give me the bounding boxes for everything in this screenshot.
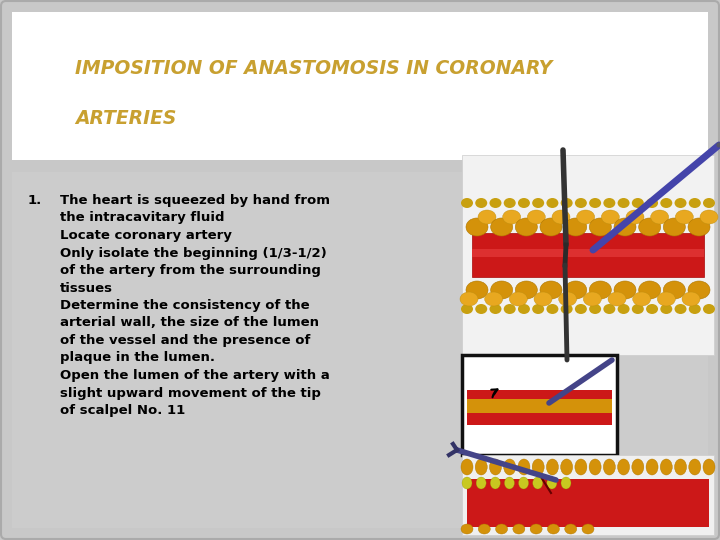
Ellipse shape (504, 459, 516, 475)
Ellipse shape (646, 304, 658, 314)
Text: of the vessel and the presence of: of the vessel and the presence of (60, 334, 310, 347)
Ellipse shape (601, 210, 619, 224)
Text: slight upward movement of the tip: slight upward movement of the tip (60, 387, 321, 400)
Ellipse shape (689, 198, 701, 208)
Ellipse shape (532, 198, 544, 208)
Ellipse shape (518, 459, 530, 475)
Bar (12, 12, 708, 160)
Ellipse shape (475, 198, 487, 208)
Ellipse shape (485, 292, 503, 306)
Ellipse shape (561, 459, 572, 475)
Ellipse shape (559, 292, 577, 306)
Ellipse shape (675, 198, 687, 208)
Ellipse shape (639, 281, 661, 299)
Text: arterial wall, the size of the lumen: arterial wall, the size of the lumen (60, 316, 319, 329)
Ellipse shape (675, 459, 687, 475)
Ellipse shape (618, 304, 629, 314)
Ellipse shape (675, 304, 687, 314)
Ellipse shape (505, 477, 514, 489)
Ellipse shape (660, 459, 672, 475)
Ellipse shape (490, 281, 513, 299)
Ellipse shape (461, 524, 473, 534)
Ellipse shape (546, 198, 559, 208)
Bar (467, 479, 709, 527)
Ellipse shape (527, 210, 545, 224)
Ellipse shape (651, 210, 669, 224)
Ellipse shape (533, 477, 543, 489)
Text: the intracavitary fluid: the intracavitary fluid (60, 212, 225, 225)
Ellipse shape (513, 524, 525, 534)
Ellipse shape (646, 198, 658, 208)
Ellipse shape (461, 304, 473, 314)
Ellipse shape (675, 210, 693, 224)
Bar (467, 418, 612, 425)
Bar (472, 233, 704, 277)
Text: Open the lumen of the artery with a: Open the lumen of the artery with a (60, 369, 330, 382)
Bar (472, 249, 704, 257)
Ellipse shape (475, 459, 487, 475)
Ellipse shape (590, 218, 611, 236)
Ellipse shape (547, 524, 559, 534)
Ellipse shape (577, 210, 595, 224)
Ellipse shape (688, 218, 710, 236)
Ellipse shape (516, 218, 537, 236)
Bar (462, 155, 714, 355)
Ellipse shape (575, 459, 587, 475)
Ellipse shape (700, 210, 718, 224)
Bar (467, 399, 612, 413)
Text: IMPOSITION OF ANASTOMOSIS IN CORONARY: IMPOSITION OF ANASTOMOSIS IN CORONARY (75, 59, 552, 78)
Ellipse shape (590, 281, 611, 299)
Ellipse shape (575, 198, 587, 208)
Text: Locate coronary artery: Locate coronary artery (60, 229, 232, 242)
Ellipse shape (518, 304, 530, 314)
Ellipse shape (546, 459, 559, 475)
Ellipse shape (509, 292, 527, 306)
Ellipse shape (689, 459, 701, 475)
Ellipse shape (461, 459, 473, 475)
Ellipse shape (639, 218, 661, 236)
Ellipse shape (490, 459, 501, 475)
Ellipse shape (518, 198, 530, 208)
Bar (467, 398, 612, 420)
Ellipse shape (495, 524, 508, 534)
Bar (462, 355, 617, 455)
Ellipse shape (626, 210, 644, 224)
Ellipse shape (490, 477, 500, 489)
Ellipse shape (564, 524, 577, 534)
Text: plaque in the lumen.: plaque in the lumen. (60, 352, 215, 365)
Text: 1.: 1. (28, 194, 42, 207)
Ellipse shape (530, 524, 542, 534)
Bar (12, 172, 708, 528)
Ellipse shape (552, 210, 570, 224)
Ellipse shape (632, 198, 644, 208)
Ellipse shape (614, 218, 636, 236)
Ellipse shape (475, 304, 487, 314)
Ellipse shape (589, 304, 601, 314)
Ellipse shape (461, 198, 473, 208)
Ellipse shape (466, 281, 488, 299)
Text: of scalpel No. 11: of scalpel No. 11 (60, 404, 185, 417)
Ellipse shape (632, 304, 644, 314)
Text: tissues: tissues (60, 281, 113, 294)
Ellipse shape (490, 198, 501, 208)
Bar (467, 390, 612, 398)
Ellipse shape (575, 304, 587, 314)
Ellipse shape (547, 477, 557, 489)
Ellipse shape (534, 292, 552, 306)
Ellipse shape (589, 198, 601, 208)
Ellipse shape (657, 292, 675, 306)
Ellipse shape (660, 304, 672, 314)
Ellipse shape (532, 304, 544, 314)
Ellipse shape (688, 281, 710, 299)
Ellipse shape (603, 304, 616, 314)
Ellipse shape (660, 198, 672, 208)
Ellipse shape (608, 292, 626, 306)
Ellipse shape (516, 281, 537, 299)
Ellipse shape (603, 459, 616, 475)
Ellipse shape (561, 198, 572, 208)
Ellipse shape (618, 198, 629, 208)
Ellipse shape (504, 198, 516, 208)
Ellipse shape (462, 477, 472, 489)
Text: Only isolate the beginning (1/3-1/2): Only isolate the beginning (1/3-1/2) (60, 246, 327, 260)
